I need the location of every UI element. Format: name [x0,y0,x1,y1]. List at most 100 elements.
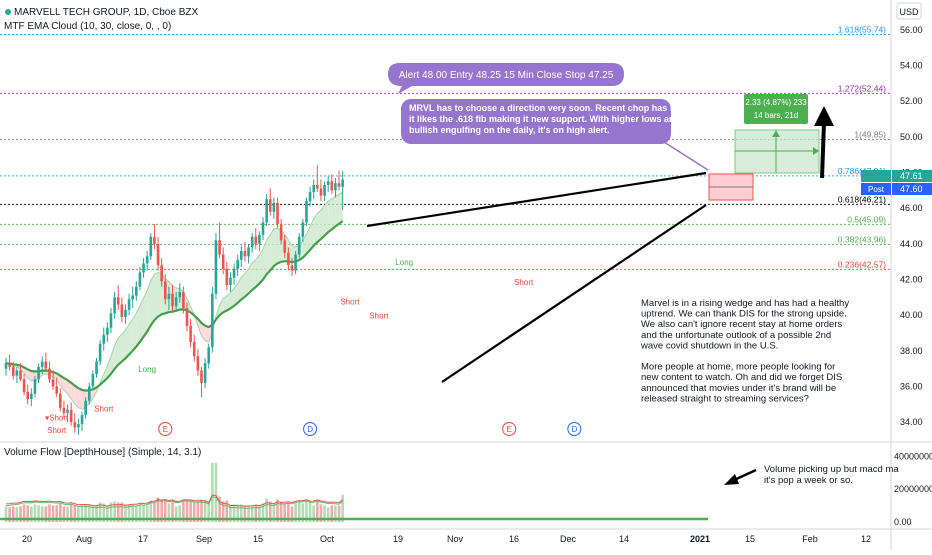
candle-body [59,393,62,408]
fib-label: 0.382(43.96) [838,235,886,245]
rising-wedge[interactable] [366,171,707,383]
signal-label: Short [514,278,534,287]
cloud-segment [132,313,137,351]
candle-body [305,201,308,223]
candle [174,291,178,310]
candle [272,197,276,219]
text-line: Marvel is in a rising wedge and has had … [641,298,849,309]
volume-arrow-icon[interactable] [724,468,757,485]
volume-bar [127,504,131,522]
projection-arrow-icon [772,130,780,137]
fib-label: 0.618(46.21) [838,194,886,204]
candle-body [211,293,214,348]
price-badge-value-box [892,183,932,195]
cloud-segment [110,345,115,374]
candle [26,384,30,405]
candle [91,370,95,391]
volume-bar [200,499,203,522]
volume-bar [87,504,91,522]
event-marker[interactable]: D [303,422,318,436]
cloud-segment [320,205,325,240]
note-pointer [663,141,709,171]
signal-label: Short [47,426,67,435]
volume-bar [221,501,225,522]
cloud-segment [147,280,151,332]
candle-body [163,281,167,300]
time-axis[interactable]: 20 Aug 17 Sep 15 Oct 19 Nov 16 Dec 14 2021 15 Feb 12 [22,534,871,544]
candle [127,293,131,316]
up-arrow-icon[interactable] [814,106,834,179]
volume-bar [26,505,30,522]
volume-bar [247,505,250,522]
event-marker[interactable]: E [158,422,173,436]
candle [19,363,22,382]
candle [189,318,192,348]
price-tick-label: 40.00 [900,310,923,320]
fib-label: 1.618(55.74) [838,24,886,34]
candle [192,334,196,362]
candle-body [196,356,200,371]
candle-body [95,361,98,375]
cloud-segment [121,329,126,362]
cloud-segment [118,334,122,365]
candle [229,272,232,292]
candle [84,397,87,419]
currency-button[interactable]: USD [896,2,922,20]
wedge-upper-line [366,171,707,228]
signal-label: Long [395,258,413,267]
candle-body [192,341,196,357]
candle [160,258,163,287]
trade-projection[interactable]: 2.33 (4.87%) 233 14 bars, 21d [708,94,820,201]
candle [40,356,44,375]
cloud-segment [78,388,83,410]
candle [261,217,265,241]
candle-body [106,327,109,335]
candle-body [243,250,247,257]
candle [308,186,312,207]
event-marker[interactable]: E [502,422,517,436]
candle-body [142,263,145,273]
cloud-segment [313,213,318,246]
candle [48,361,51,383]
time-tick-label: 16 [509,534,519,544]
text-line: MRVL has to choose a direction very soon… [409,103,698,113]
candle-body [330,181,334,191]
signal-labels: ▾Short Short Short Long Short Short Long Short [45,258,534,435]
candle [297,233,301,259]
candle [4,357,8,376]
candle-body [19,370,22,380]
volume-bar [232,504,236,522]
candle-body [171,293,174,307]
candle-body [287,252,290,266]
candle-body [153,236,156,244]
event-marker-circle [567,422,582,436]
volume-bar [334,505,337,522]
text-line: bullish engulfing on the daily, it's on … [409,125,609,135]
candle [171,284,174,312]
ema-fast-line [5,191,343,410]
volume-bar [167,503,171,522]
mrvl-note-callout[interactable]: MRVL has to choose a direction very soon… [401,99,698,144]
candle-body [4,363,8,369]
signal-label: Short [340,297,360,306]
price-tick-label: 42.00 [900,275,923,285]
volume-bar [33,504,37,522]
volume-bar [44,506,48,522]
candle [163,274,167,305]
event-marker-label: D [307,425,313,434]
candle-body [225,268,229,285]
alert-callout[interactable]: Alert 48.00 Entry 48.25 15 Min Close Sto… [388,63,624,94]
volume-bar [229,505,232,522]
event-marker[interactable]: D [567,422,582,436]
fib-label: 0.5(45.09) [847,214,886,224]
candle-body [261,222,265,235]
volume-bar [341,494,344,522]
price-badge: Post 47.60 [861,183,932,195]
candle [15,366,19,383]
candle-body [66,409,69,414]
volume-bar [276,499,279,522]
time-tick-label: Oct [320,534,335,544]
text-line: new content to watch. Oh and did we forg… [641,372,842,383]
candle [131,286,134,309]
